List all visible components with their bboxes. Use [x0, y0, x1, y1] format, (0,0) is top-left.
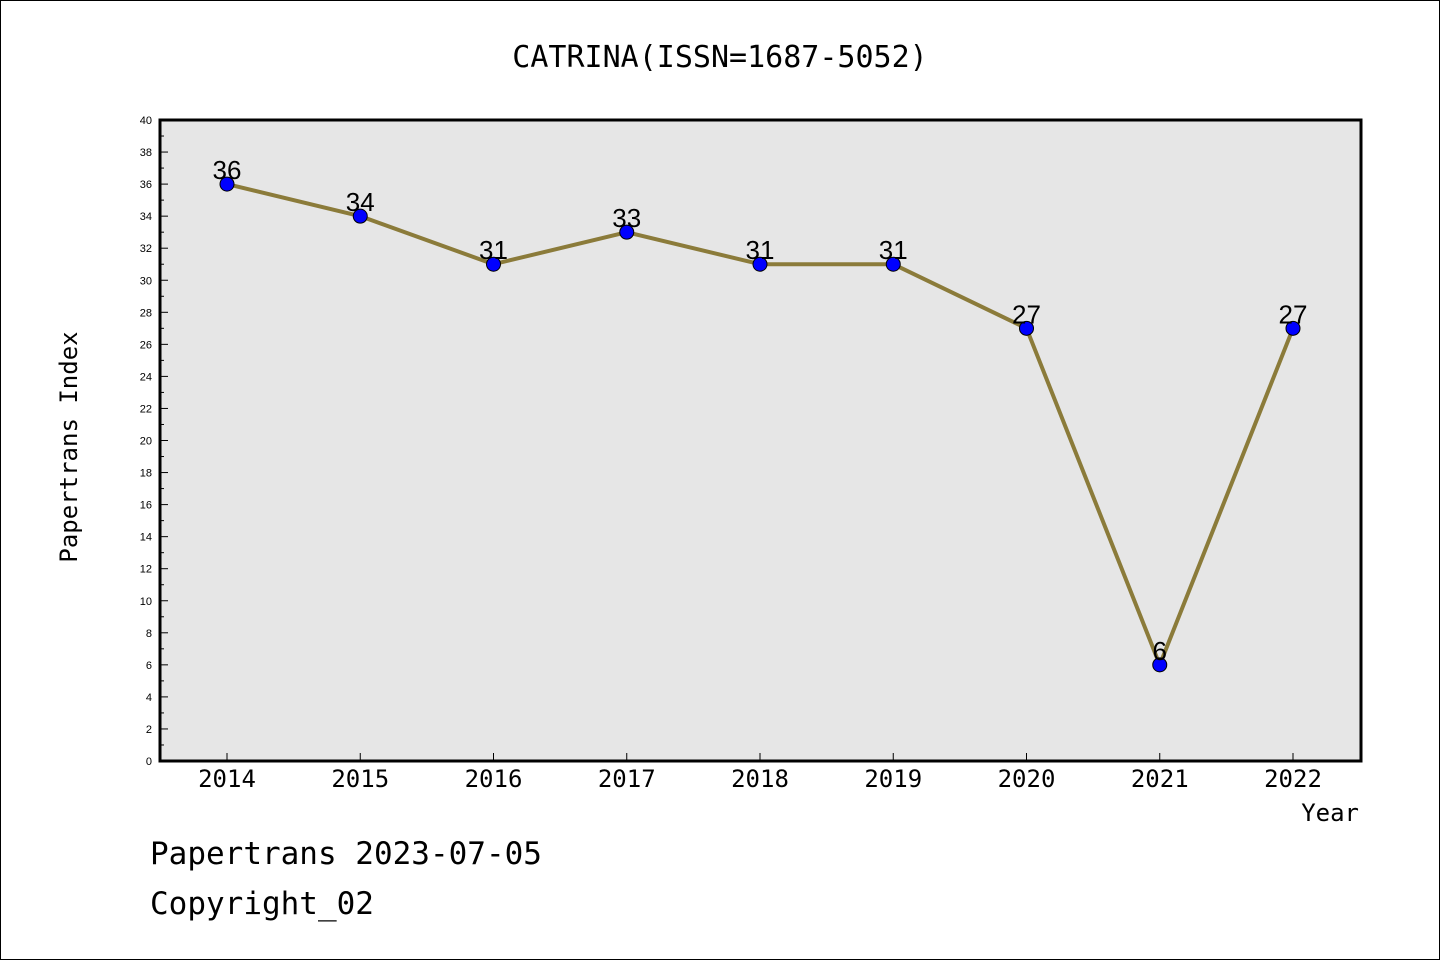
x-tick-label: 2022 — [1264, 765, 1322, 793]
x-tick-label: 2015 — [331, 765, 389, 793]
x-axis: 2014 2015 2016 2017 2018 2019 2020 2021 2022 — [198, 753, 1322, 793]
x-axis-label: Year — [1301, 799, 1359, 827]
y-tick-label: 26 — [140, 339, 152, 351]
data-label: 27 — [1279, 299, 1308, 329]
y-tick-label: 0 — [146, 756, 152, 768]
chart-title: CATRINA(ISSN=1687-5052) — [512, 40, 927, 75]
data-label: 31 — [479, 235, 508, 265]
data-point — [1152, 657, 1168, 673]
x-tick-label: 2019 — [864, 765, 922, 793]
y-tick-label: 6 — [146, 660, 152, 672]
data-label: 31 — [746, 235, 775, 265]
x-tick-label: 2018 — [731, 765, 789, 793]
y-tick-label: 14 — [140, 532, 152, 544]
plot-area — [158, 118, 1363, 763]
y-tick-label: 34 — [140, 211, 152, 223]
data-label: 34 — [346, 187, 375, 217]
series-line: 36 34 31 33 31 31 27 6 27 — [213, 155, 1308, 673]
y-tick-label: 40 — [140, 115, 152, 127]
data-point — [486, 256, 501, 272]
footer-date: Papertrans 2023-07-05 — [150, 836, 542, 872]
footer-copyright: Copyright_02 — [150, 886, 374, 922]
y-tick-label: 22 — [140, 403, 152, 415]
data-point — [752, 256, 768, 272]
data-point — [885, 256, 901, 272]
data-point — [352, 208, 368, 224]
x-tick-label: 2014 — [198, 765, 256, 793]
y-tick-label: 4 — [146, 692, 152, 704]
data-point — [1019, 320, 1034, 336]
y-tick-label: 30 — [140, 275, 152, 287]
y-tick-label: 28 — [140, 307, 152, 319]
y-tick-label: 32 — [140, 243, 152, 255]
x-tick-label: 2021 — [1131, 765, 1189, 793]
data-point — [219, 176, 235, 192]
y-tick-label: 20 — [140, 436, 152, 448]
y-tick-label: 10 — [140, 596, 152, 608]
data-label: 33 — [612, 203, 641, 233]
data-label: 6 — [1153, 636, 1167, 666]
y-tick-label: 18 — [140, 468, 152, 480]
y-axis-label: Papertrans Index — [55, 331, 83, 562]
x-tick-label: 2020 — [998, 765, 1056, 793]
data-point — [619, 224, 635, 240]
data-label: 31 — [879, 235, 908, 265]
x-tick-label: 2017 — [598, 765, 656, 793]
x-tick-label: 2016 — [465, 765, 523, 793]
y-tick-label: 36 — [140, 179, 152, 191]
y-tick-label: 24 — [140, 371, 152, 383]
y-tick-label: 8 — [146, 628, 152, 640]
data-label: 27 — [1012, 299, 1041, 329]
data-point — [1285, 320, 1301, 336]
y-tick-label: 16 — [140, 500, 152, 512]
data-label: 36 — [213, 155, 242, 185]
y-tick-label: 2 — [146, 724, 152, 736]
y-tick-label: 12 — [140, 564, 152, 576]
y-tick-label: 38 — [140, 147, 152, 159]
